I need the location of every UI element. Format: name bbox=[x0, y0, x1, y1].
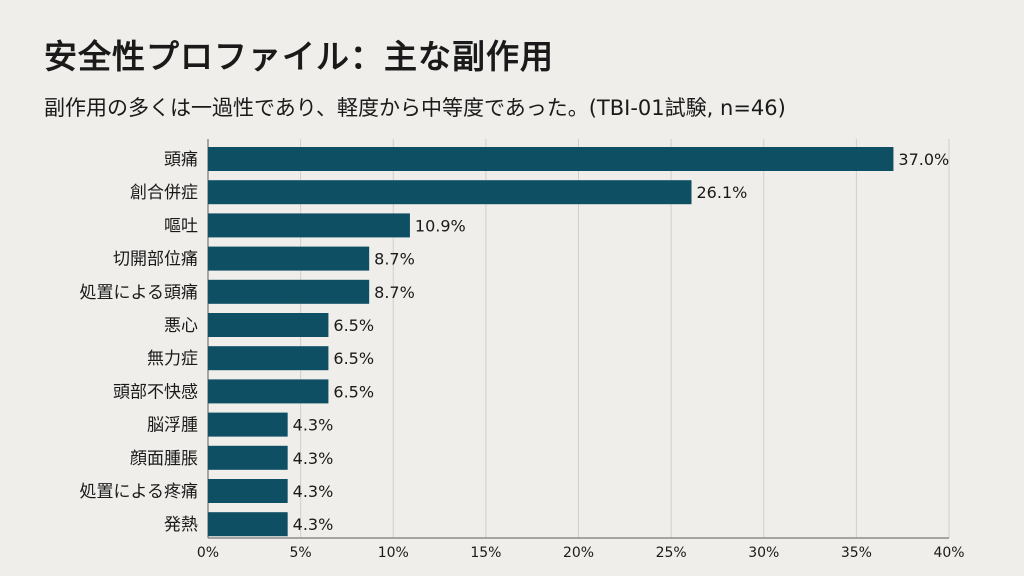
bar bbox=[208, 246, 370, 271]
value-label: 4.3% bbox=[293, 416, 334, 435]
bar bbox=[208, 279, 370, 304]
value-label: 37.0% bbox=[898, 150, 949, 169]
value-label: 4.3% bbox=[293, 482, 334, 501]
category-label: 頭痛 bbox=[164, 150, 198, 170]
value-label: 8.7% bbox=[374, 283, 415, 302]
category-label: 脳浮腫 bbox=[147, 416, 198, 436]
x-tick-label: 25% bbox=[656, 545, 687, 561]
category-label: 切開部位痛 bbox=[113, 250, 198, 270]
bar bbox=[208, 412, 288, 437]
value-label: 4.3% bbox=[293, 449, 334, 468]
chart-title: 安全性プロファイル：主な副作用 bbox=[44, 37, 554, 76]
category-label: 無力症 bbox=[147, 349, 198, 369]
category-label: 創合併症 bbox=[130, 183, 198, 203]
x-tick-label: 30% bbox=[748, 545, 779, 561]
value-label: 6.5% bbox=[333, 382, 374, 401]
category-label: 顔面腫脹 bbox=[130, 449, 198, 469]
x-tick-label: 20% bbox=[563, 545, 594, 561]
bar bbox=[208, 346, 329, 371]
value-label: 26.1% bbox=[697, 183, 748, 202]
value-label: 8.7% bbox=[374, 250, 415, 269]
category-label: 処置による頭痛 bbox=[80, 283, 199, 303]
value-label: 6.5% bbox=[333, 349, 374, 368]
x-tick-label: 10% bbox=[378, 545, 409, 561]
bar bbox=[208, 147, 894, 171]
bar bbox=[208, 479, 288, 503]
chart-subtitle: 副作用の多くは一過性であり、軽度から中等度であった。(TBI-01試験, n=4… bbox=[44, 96, 786, 120]
value-label: 4.3% bbox=[293, 515, 334, 534]
category-label: 処置による疼痛 bbox=[80, 482, 199, 502]
category-label: 発熱 bbox=[164, 515, 198, 535]
category-label: 頭部不快感 bbox=[113, 382, 198, 402]
category-label: 嘔吐 bbox=[164, 216, 198, 236]
x-tick-label: 40% bbox=[933, 545, 964, 561]
bar bbox=[208, 313, 329, 337]
bar bbox=[208, 512, 288, 537]
value-label: 6.5% bbox=[333, 316, 374, 335]
bar bbox=[208, 379, 329, 404]
value-label: 10.9% bbox=[415, 216, 466, 235]
x-tick-label: 5% bbox=[290, 545, 312, 561]
bar bbox=[208, 213, 410, 238]
x-tick-label: 15% bbox=[470, 545, 501, 561]
bar bbox=[208, 445, 288, 470]
category-label: 悪心 bbox=[164, 316, 198, 336]
x-tick-label: 35% bbox=[841, 545, 872, 561]
bar bbox=[208, 180, 692, 205]
x-tick-label: 0% bbox=[197, 545, 219, 561]
